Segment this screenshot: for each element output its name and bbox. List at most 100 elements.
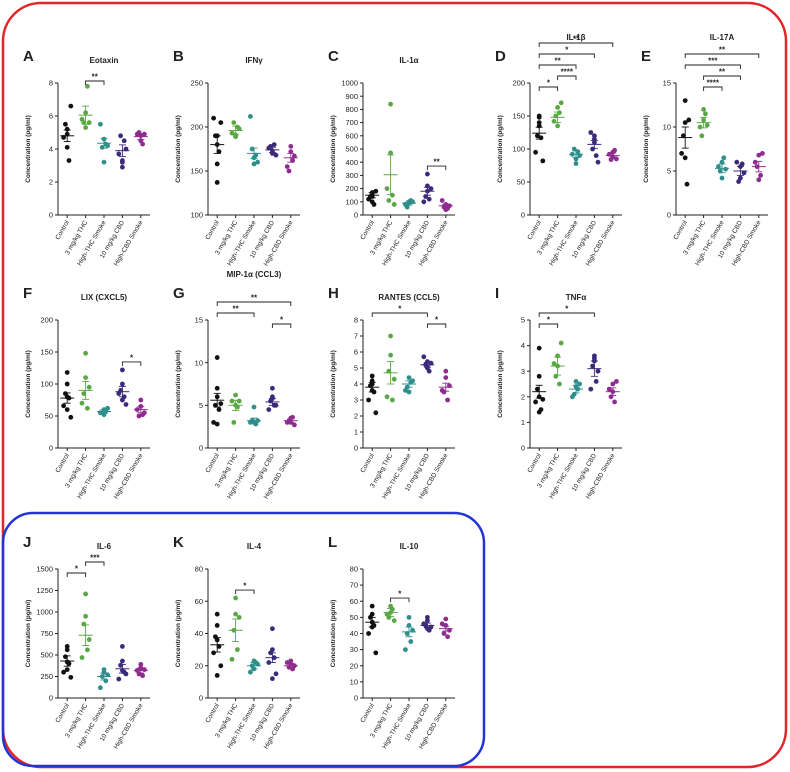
data-point xyxy=(701,107,706,112)
significance-bracket xyxy=(121,361,142,366)
significance-label: * xyxy=(547,316,551,325)
y-tick-label: 0 xyxy=(49,444,53,453)
y-tick-label: 250 xyxy=(40,672,53,681)
significance-bracket xyxy=(703,75,741,80)
y-tick-label: 20 xyxy=(195,661,203,670)
category-label: Control xyxy=(359,219,376,241)
data-point xyxy=(533,149,538,155)
category-label: Control xyxy=(54,452,71,474)
data-point xyxy=(760,151,765,156)
y-axis-label: Concentration (pg/ml) xyxy=(175,115,182,183)
data-point xyxy=(140,141,146,147)
data-point xyxy=(388,352,393,358)
data-point xyxy=(388,150,393,156)
data-point xyxy=(571,146,577,152)
significance-label: * xyxy=(243,582,247,591)
significance-bracket xyxy=(371,312,428,317)
data-point xyxy=(105,143,110,149)
panel-d: D IL-1β 0 50 100 150 200 Concentration (pg/ml) C… xyxy=(495,33,622,267)
data-point xyxy=(758,173,763,178)
data-point xyxy=(83,350,88,356)
y-tick-label: 3 xyxy=(521,367,525,376)
data-point xyxy=(536,114,542,120)
y-tick-label: 2 xyxy=(521,392,525,401)
y-tick-label: 0 xyxy=(354,694,358,703)
data-point xyxy=(736,179,741,184)
data-point xyxy=(593,379,599,384)
significance-bracket xyxy=(216,312,255,317)
data-point xyxy=(595,368,601,374)
data-point xyxy=(682,120,688,125)
data-point xyxy=(216,149,222,155)
panel-letter: E xyxy=(641,48,651,65)
data-point xyxy=(64,370,70,375)
y-tick-label: 100 xyxy=(40,380,53,389)
y-tick-label: 200 xyxy=(190,123,203,132)
significance-label: * xyxy=(130,353,134,362)
panel-title: IL-17A xyxy=(710,33,735,42)
significance-bracket xyxy=(85,561,105,566)
data-point xyxy=(441,631,447,636)
data-point xyxy=(68,414,74,420)
y-tick-label: 60 xyxy=(195,597,203,606)
data-point xyxy=(741,170,747,176)
category-label: Control xyxy=(54,702,71,724)
data-point xyxy=(83,375,88,380)
data-point xyxy=(214,611,220,617)
data-point xyxy=(218,120,224,125)
y-tick-label: 2 xyxy=(354,412,358,421)
y-tick-label: 750 xyxy=(40,629,53,638)
y-axis-label: Concentration (pg/ml) xyxy=(643,115,650,183)
data-point xyxy=(445,397,450,403)
panel-title: IFNγ xyxy=(245,56,263,65)
data-point xyxy=(233,392,239,398)
category-label: Control xyxy=(526,219,543,241)
data-point xyxy=(231,420,237,425)
significance-label: **** xyxy=(561,68,574,77)
significance-bracket xyxy=(85,80,105,85)
y-tick-label: 15 xyxy=(195,316,203,325)
data-point xyxy=(214,355,220,360)
data-point xyxy=(388,333,393,339)
data-point xyxy=(66,158,72,163)
data-point xyxy=(266,407,272,412)
data-point xyxy=(233,611,239,617)
data-point xyxy=(218,401,224,407)
data-point xyxy=(721,155,727,161)
data-point xyxy=(406,389,412,395)
y-tick-label: 4 xyxy=(49,145,53,154)
data-point xyxy=(270,626,275,632)
significance-label: * xyxy=(398,590,402,599)
data-point xyxy=(123,402,129,407)
panel-title: IL-1α xyxy=(399,56,418,65)
y-tick-label: 50 xyxy=(45,412,53,421)
panel-title: MIP-1α (CCL3) xyxy=(227,270,282,279)
data-point xyxy=(64,644,70,649)
data-point xyxy=(123,671,129,677)
y-tick-label: 50 xyxy=(350,613,358,622)
data-point xyxy=(558,340,564,346)
significance-bracket xyxy=(557,75,577,80)
y-tick-label: 0 xyxy=(199,694,203,703)
data-point xyxy=(373,650,379,656)
data-point xyxy=(421,199,427,205)
data-point xyxy=(403,388,408,393)
data-point xyxy=(83,613,88,619)
data-point xyxy=(98,121,103,127)
data-point xyxy=(558,100,564,106)
data-point xyxy=(421,354,427,360)
significance-bracket xyxy=(216,301,292,306)
y-tick-label: 150 xyxy=(512,112,525,121)
data-point xyxy=(81,391,87,396)
y-tick-label: 4 xyxy=(354,380,358,389)
data-point xyxy=(734,159,740,165)
data-point xyxy=(120,164,125,170)
panel-title: Eotaxin xyxy=(90,56,119,65)
data-point xyxy=(573,379,579,384)
y-tick-label: 15 xyxy=(663,79,671,88)
data-point xyxy=(68,674,74,680)
data-point xyxy=(284,164,290,170)
y-tick-label: 5 xyxy=(667,167,671,176)
data-point xyxy=(292,422,297,428)
data-point xyxy=(614,379,619,384)
